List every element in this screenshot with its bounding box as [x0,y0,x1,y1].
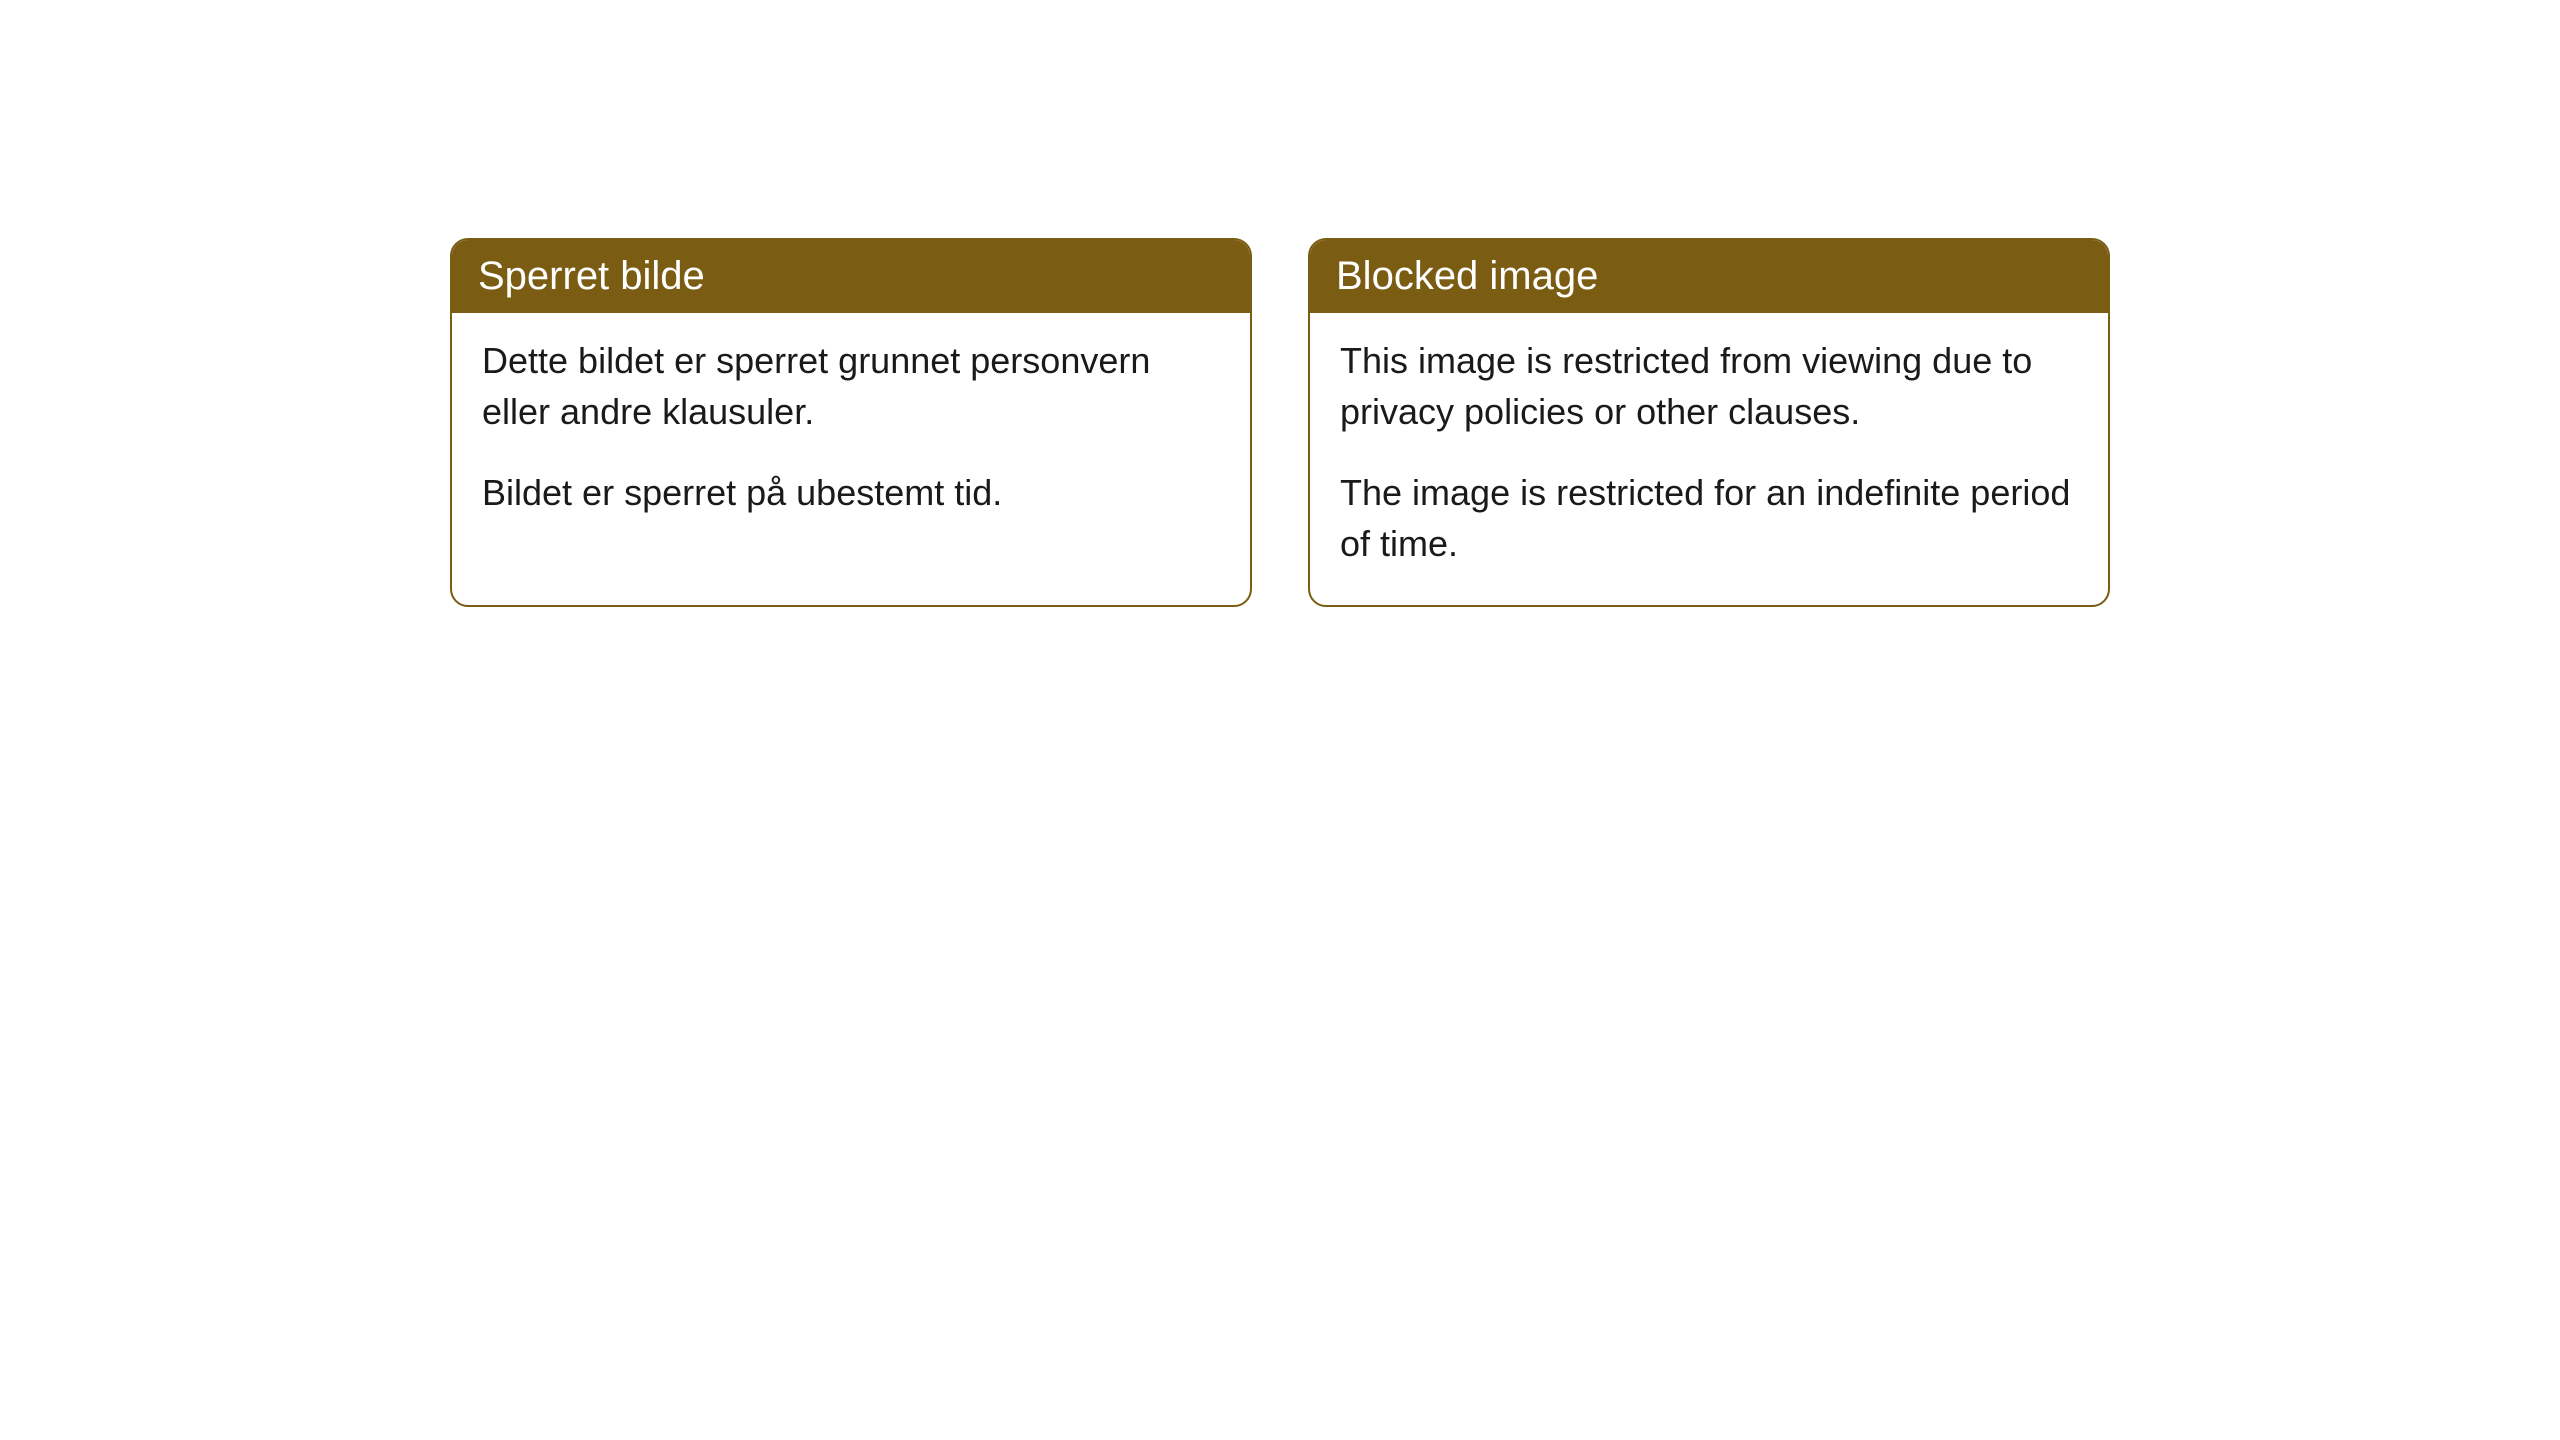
card-body: This image is restricted from viewing du… [1310,313,2108,605]
card-header: Blocked image [1310,240,2108,313]
card-english: Blocked image This image is restricted f… [1308,238,2110,607]
card-norwegian: Sperret bilde Dette bildet er sperret gr… [450,238,1252,607]
card-paragraph: Bildet er sperret på ubestemt tid. [482,467,1220,518]
card-header: Sperret bilde [452,240,1250,313]
card-body: Dette bildet er sperret grunnet personve… [452,313,1250,554]
card-paragraph: The image is restricted for an indefinit… [1340,467,2078,569]
card-paragraph: This image is restricted from viewing du… [1340,335,2078,437]
card-paragraph: Dette bildet er sperret grunnet personve… [482,335,1220,437]
card-title: Sperret bilde [478,254,705,298]
card-title: Blocked image [1336,254,1598,298]
cards-container: Sperret bilde Dette bildet er sperret gr… [0,238,2560,607]
